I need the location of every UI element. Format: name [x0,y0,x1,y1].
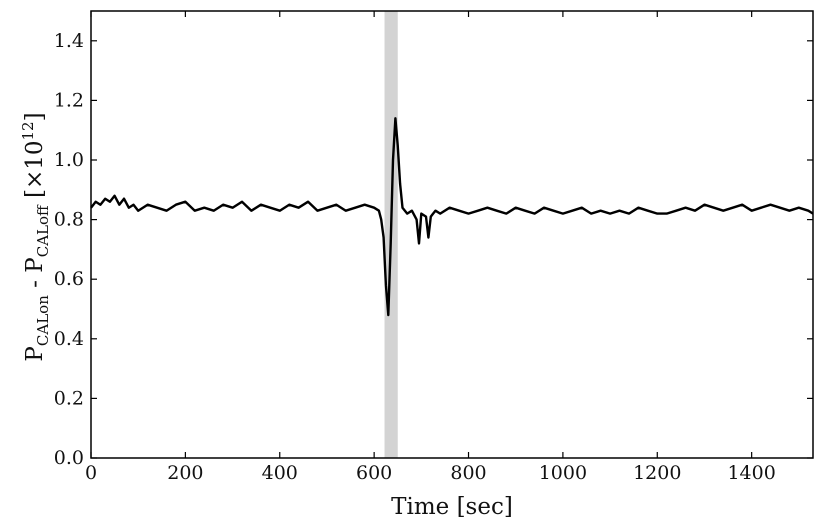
series-layer [90,117,814,317]
y-label-p1: P [22,346,48,361]
y-label-sub1: CALon [34,295,52,346]
y-label-sub2: CALoff [34,204,52,257]
y-axis-ticks: 0.0 0.2 0.4 0.6 0.8 1.0 1.2 1.4 [54,30,813,469]
y-tick-label: 1.2 [54,89,84,111]
x-tick-label: 200 [167,462,203,484]
y-tick-label: 0.6 [54,268,84,290]
y-label-scale-exp: 12 [19,121,37,140]
x-tick-label: 400 [262,462,298,484]
series-line [90,117,814,317]
y-tick-label: 0.4 [54,328,84,350]
x-tick-label: 1200 [633,462,681,484]
y-label-scale-prefix: [×10 [22,140,48,205]
x-axis-ticks: 0 200 400 600 800 1000 1200 1400 [85,11,776,484]
x-axis-label: Time [sec] [391,494,513,520]
x-tick-label: 1400 [727,462,775,484]
x-tick-label: 1000 [539,462,587,484]
y-tick-label: 0.8 [54,209,84,231]
y-tick-label: 1.0 [54,149,84,171]
y-tick-label: 1.4 [54,30,84,52]
y-label-mid: - P [22,257,48,295]
x-tick-label: 600 [356,462,392,484]
plot-frame [90,10,814,459]
x-tick-label: 800 [450,462,486,484]
y-tick-label: 0.2 [54,387,84,409]
y-axis-label: PCALon - PCALoff [×1012] [19,112,52,361]
x-tick-label: 0 [85,462,97,484]
y-label-scale-suffix: ] [22,112,48,121]
y-tick-label: 0.0 [54,447,84,469]
